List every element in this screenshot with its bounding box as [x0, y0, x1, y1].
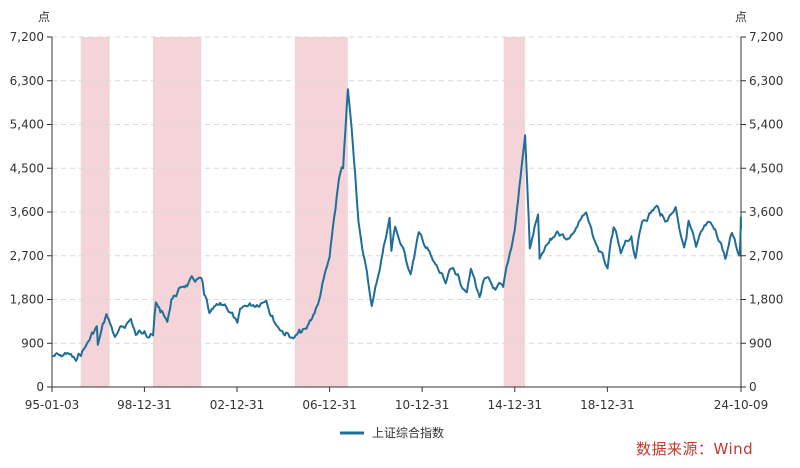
legend-label: 上证综合指数 — [372, 425, 444, 440]
y-tick-label-left-0: 0 — [36, 380, 44, 394]
y-tick-label-left-2: 1,800 — [10, 293, 44, 307]
x-tick-label-7: 24-10-09 — [714, 398, 768, 412]
y-axis-right-ticks: 0 900 1,800 2,700 3,600 4,500 5,400 6,300 7,200 — [741, 30, 783, 394]
y-tick-label-right-0: 0 — [749, 380, 757, 394]
shaded-period-2 — [294, 37, 348, 387]
x-tick-label-0: 95-01-03 — [25, 398, 79, 412]
y-tick-label-right-8: 7,200 — [749, 30, 783, 44]
y-tick-label-left-5: 4,500 — [10, 161, 44, 175]
y-tick-label-right-4: 3,600 — [749, 205, 783, 219]
y-tick-label-right-2: 1,800 — [749, 293, 783, 307]
y-tick-label-right-5: 4,500 — [749, 161, 783, 175]
y-axis-left-ticks: 0 900 1,800 2,700 3,600 4,500 5,400 6,300 7,200 — [10, 30, 52, 394]
y-tick-label-left-8: 7,200 — [10, 30, 44, 44]
data-source: 数据来源：Wind — [636, 440, 754, 458]
y-tick-label-left-1: 900 — [21, 336, 44, 350]
y-tick-label-left-7: 6,300 — [10, 74, 44, 88]
x-tick-label-4: 10-12-31 — [395, 398, 449, 412]
y-tick-label-left-3: 2,700 — [10, 249, 44, 263]
y-tick-label-right-3: 2,700 — [749, 249, 783, 263]
shaded-period-0 — [80, 37, 110, 387]
grid-lines — [52, 36, 741, 344]
y-unit-right: 点 — [735, 10, 747, 24]
x-tick-label-1: 98-12-31 — [117, 398, 171, 412]
y-unit-left: 点 — [38, 10, 50, 24]
y-tick-label-right-6: 5,400 — [749, 118, 783, 132]
x-tick-label-3: 06-12-31 — [302, 398, 356, 412]
series-line-shanghai-composite — [52, 88, 742, 362]
y-tick-label-left-4: 3,600 — [10, 205, 44, 219]
y-tick-label-right-1: 900 — [749, 336, 772, 350]
y-tick-label-left-6: 5,400 — [10, 118, 44, 132]
x-axis-ticks: 95-01-03 98-12-31 02-12-31 06-12-31 10-12-31… — [25, 387, 768, 412]
shaded-periods — [80, 37, 526, 387]
legend[interactable]: 上证综合指数 — [340, 425, 444, 440]
x-tick-label-2: 02-12-31 — [210, 398, 264, 412]
x-tick-label-6: 18-12-31 — [580, 398, 634, 412]
y-tick-label-right-7: 6,300 — [749, 74, 783, 88]
x-tick-label-5: 14-12-31 — [488, 398, 542, 412]
